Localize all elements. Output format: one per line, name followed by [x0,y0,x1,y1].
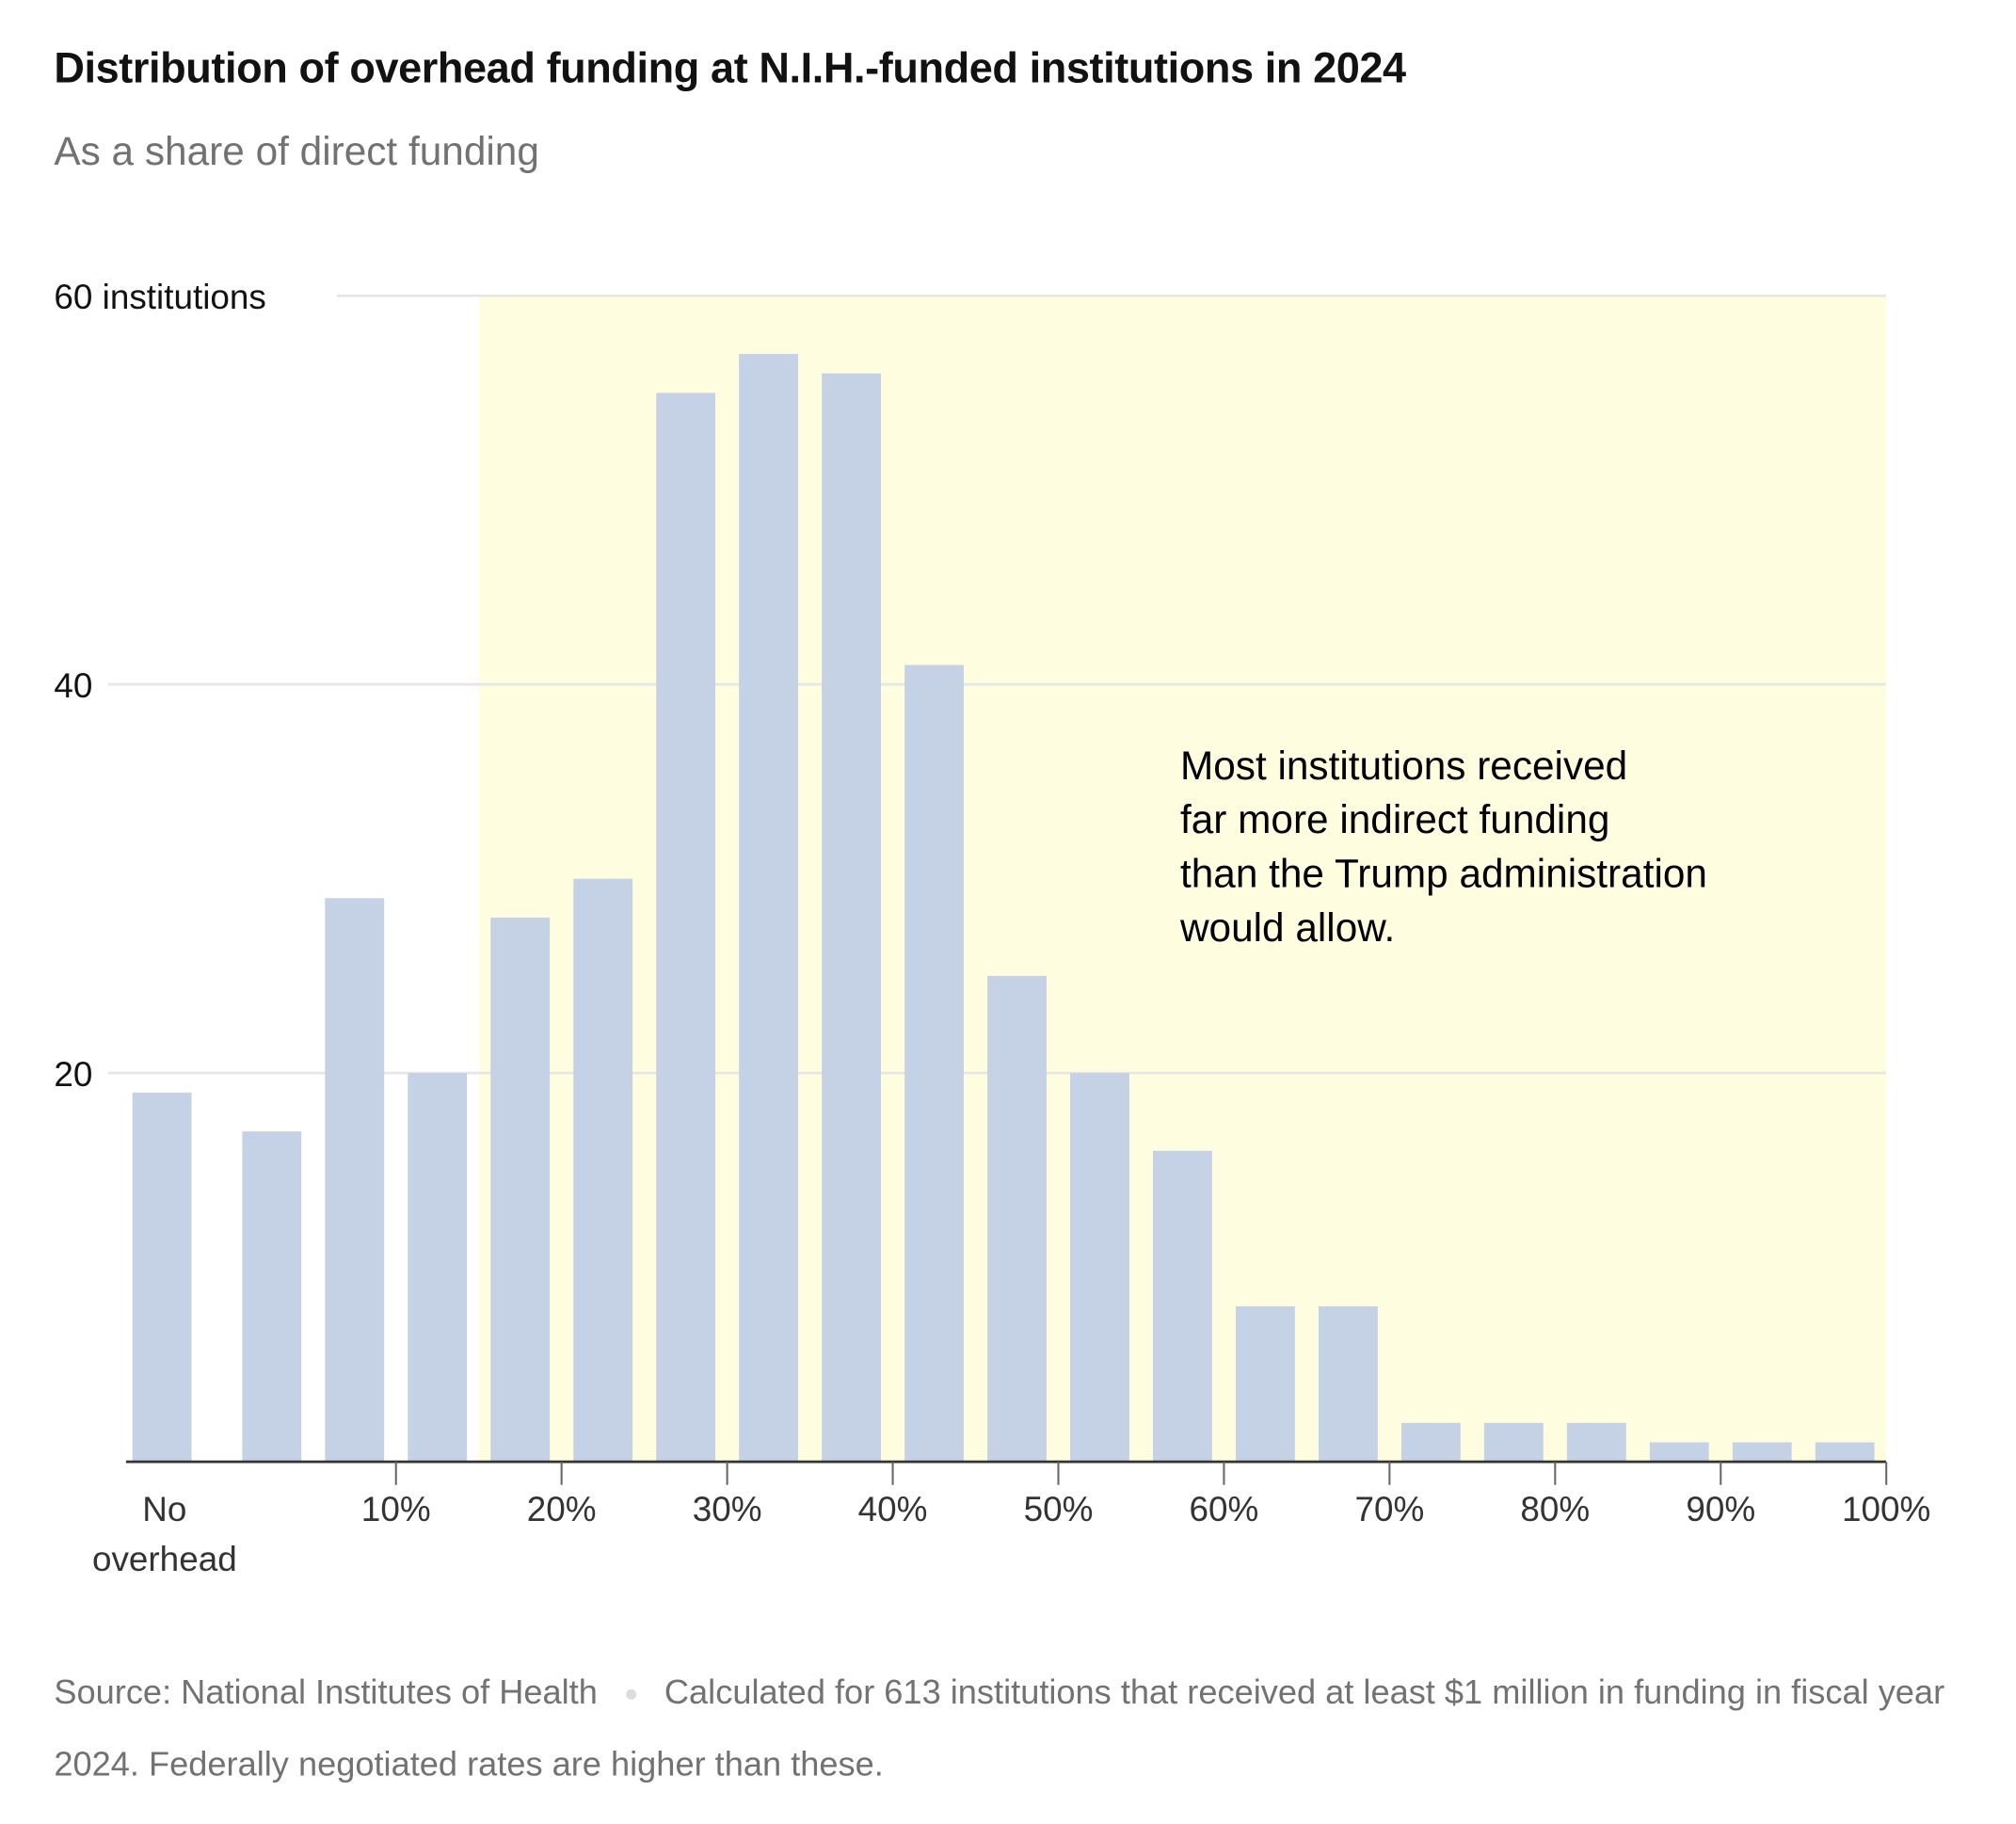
bar [822,373,881,1463]
y-tick-label: 20 [54,1055,92,1094]
source-text: Source: National Institutes of Health [54,1672,598,1712]
chart-subtitle: As a share of direct funding [54,128,539,174]
chart-title: Distribution of overhead funding at N.I.… [54,43,1406,91]
bar [739,354,799,1463]
x-tick-label: 80% [1520,1490,1590,1528]
x-tick-label: 50% [1024,1490,1094,1528]
separator-dot [625,1688,636,1700]
bar [656,392,716,1463]
x-tick-label: 90% [1686,1490,1755,1528]
x-tick-label: 70% [1354,1490,1424,1528]
bar [573,878,633,1463]
x-label-no-overhead: No [142,1490,186,1528]
footer: Source: National Institutes of Health Cal… [54,1656,1969,1800]
bar [904,664,964,1463]
annotation-line: Most institutions received [1180,744,1627,788]
bar [1732,1442,1792,1463]
x-tick-label: 60% [1190,1490,1259,1528]
x-tick-label: 20% [527,1490,597,1528]
bar [408,1073,468,1463]
x-tick-label: 10% [361,1490,431,1528]
y-tick-label: 60 institutions [54,278,265,316]
bar [325,898,385,1463]
bar [987,975,1047,1463]
x-label-no-overhead: overhead [92,1540,237,1578]
x-tick-label: 30% [693,1490,762,1528]
annotation-line: far more indirect funding [1180,797,1609,841]
bar [242,1131,302,1463]
x-tick-label: 40% [858,1490,928,1528]
y-tick-label: 40 [54,666,92,705]
bar [1483,1422,1544,1463]
bar [1070,1073,1129,1463]
bar [1566,1422,1626,1463]
histogram: 20 40 60 institutions 10% 20% 30% 40% 50% 60% 70%… [54,278,1930,1578]
bar [1318,1305,1378,1463]
bar [490,917,551,1463]
bar [1649,1442,1709,1463]
bar [1400,1422,1461,1463]
bar [1235,1305,1295,1463]
bar [1153,1150,1212,1463]
annotation-line: would allow. [1179,905,1395,950]
bar [1815,1442,1875,1463]
note-text: Calculated for 613 institutions that rec… [54,1672,1945,1784]
x-tick-label: 100% [1842,1490,1930,1528]
bar-no-overhead [132,1092,192,1463]
annotation-line: than the Trump administration [1180,852,1707,896]
